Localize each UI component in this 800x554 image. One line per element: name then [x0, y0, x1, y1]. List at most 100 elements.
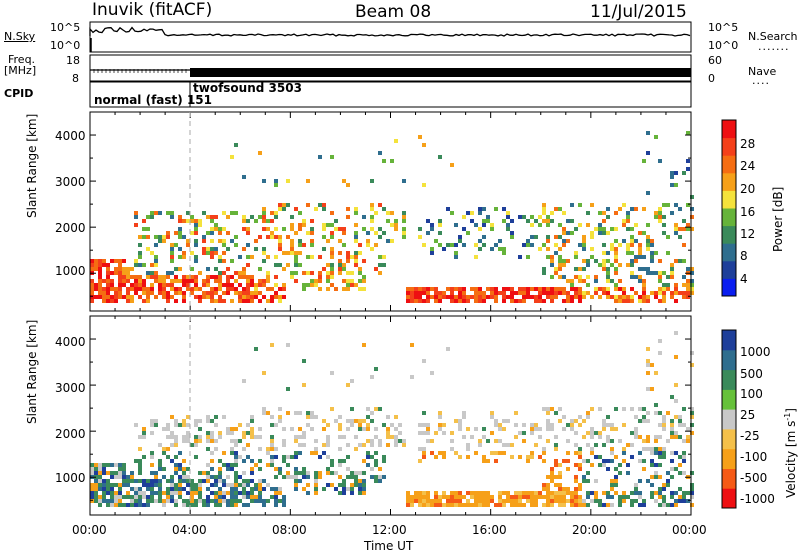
heatmap-cell [198, 491, 202, 495]
heatmap-cell [622, 495, 626, 499]
heatmap-cell [542, 487, 546, 491]
heatmap-cell [574, 495, 578, 499]
heatmap-cell [678, 207, 682, 211]
heatmap-cell [550, 471, 554, 475]
heatmap-cell [270, 423, 274, 427]
heatmap-cell [606, 215, 610, 219]
heatmap-cell [606, 503, 610, 507]
heatmap-cell [142, 483, 146, 487]
heatmap-cell [274, 255, 278, 259]
heatmap-cell [238, 499, 242, 503]
heatmap-cell [426, 427, 430, 431]
heatmap-cell [370, 475, 374, 479]
heatmap-cell [462, 411, 466, 415]
heatmap-cell [410, 295, 414, 299]
heatmap-cell [674, 203, 678, 207]
heatmap-cell [258, 491, 262, 495]
heatmap-cell [342, 479, 346, 483]
heatmap-cell [450, 287, 454, 291]
heatmap-cell [266, 271, 270, 275]
heatmap-cell [98, 483, 102, 487]
heatmap-cell [482, 495, 486, 499]
heatmap-cell [630, 287, 634, 291]
heatmap-cell [558, 471, 562, 475]
heatmap-cell [602, 231, 606, 235]
heatmap-cell [226, 291, 230, 295]
heatmap-cell [626, 443, 630, 447]
heatmap-cell [238, 271, 242, 275]
colorbar-swatch [722, 330, 736, 351]
heatmap-cell [90, 267, 94, 271]
heatmap-cell [154, 479, 158, 483]
heatmap-cell [578, 503, 582, 507]
heatmap-cell [454, 503, 458, 507]
heatmap-cell [162, 491, 166, 495]
heatmap-cell [322, 443, 326, 447]
heatmap-cell [102, 491, 106, 495]
heatmap-cell [686, 291, 690, 295]
heatmap-cell [606, 423, 610, 427]
heatmap-cell [166, 499, 170, 503]
heatmap-cell [574, 267, 578, 271]
heatmap-cell [190, 479, 194, 483]
heatmap-cell [302, 431, 306, 435]
heatmap-cell [650, 491, 654, 495]
heatmap-cell [354, 223, 358, 227]
heatmap-cell [262, 371, 266, 375]
heatmap-cell [338, 475, 342, 479]
heatmap-cell [314, 447, 318, 451]
heatmap-cell [302, 487, 306, 491]
heatmap-cell [106, 267, 110, 271]
heatmap-cell [362, 279, 366, 283]
heatmap-cell [186, 275, 190, 279]
heatmap-cell [674, 331, 678, 335]
heatmap-cell [246, 495, 250, 499]
heatmap-cell [234, 479, 238, 483]
heatmap-cell [578, 295, 582, 299]
heatmap-cell [446, 207, 450, 211]
heatmap-cell [322, 203, 326, 207]
heatmap-cell [274, 183, 278, 187]
heatmap-cell [346, 271, 350, 275]
heatmap-cell [622, 203, 626, 207]
heatmap-cell [498, 427, 502, 431]
heatmap-cell [138, 487, 142, 491]
heatmap-cell [514, 291, 518, 295]
heatmap-cell [482, 435, 486, 439]
heatmap-cell [106, 287, 110, 291]
heatmap-cell [294, 411, 298, 415]
heatmap-cell [206, 267, 210, 271]
heatmap-cell [682, 455, 686, 459]
heatmap-cell [558, 255, 562, 259]
heatmap-cell [278, 419, 282, 423]
heatmap-cell [330, 471, 334, 475]
heatmap-cell [138, 295, 142, 299]
heatmap-cell [466, 427, 470, 431]
heatmap-cell [142, 263, 146, 267]
heatmap-cell [322, 419, 326, 423]
heatmap-cell [430, 503, 434, 507]
heatmap-cell [630, 491, 634, 495]
heatmap-cell [506, 495, 510, 499]
heatmap-cell [362, 459, 366, 463]
heatmap-cell [222, 283, 226, 287]
heatmap-cell [378, 443, 382, 447]
heatmap-cell [206, 439, 210, 443]
heatmap-cell [450, 291, 454, 295]
heatmap-cell [98, 463, 102, 467]
heatmap-cell [114, 463, 118, 467]
heatmap-cell [634, 491, 638, 495]
heatmap-cell [518, 215, 522, 219]
heatmap-cell [606, 467, 610, 471]
heatmap-cell [438, 295, 442, 299]
heatmap-cell [662, 503, 666, 507]
heatmap-cell [430, 371, 434, 375]
heatmap-cell [366, 423, 370, 427]
heatmap-cell [654, 471, 658, 475]
heatmap-cell [614, 407, 618, 411]
heatmap-cell [98, 271, 102, 275]
heatmap-cell [198, 427, 202, 431]
heatmap-cell [178, 479, 182, 483]
heatmap-cell [134, 503, 138, 507]
heatmap-cell [238, 439, 242, 443]
